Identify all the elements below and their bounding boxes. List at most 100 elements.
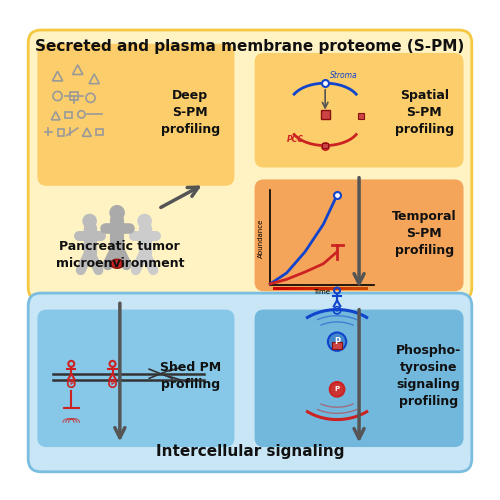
Bar [354, 286, 355, 290]
Bar [292, 286, 294, 290]
Bar [358, 286, 359, 290]
Bar [290, 286, 291, 290]
Bar [287, 286, 288, 290]
Bar [352, 286, 354, 290]
Bar [343, 286, 344, 290]
Text: Temporal
S-PM
profiling: Temporal S-PM profiling [392, 210, 456, 257]
Bar [310, 286, 311, 290]
Bar [349, 286, 350, 290]
Bar [332, 342, 342, 349]
Bar [362, 286, 364, 290]
Bar [352, 286, 353, 290]
Bar [276, 286, 278, 290]
Bar [330, 286, 332, 290]
Bar [286, 286, 288, 290]
Bar [326, 286, 328, 290]
Bar [296, 286, 298, 290]
Bar [274, 286, 276, 290]
Text: Time: Time [313, 290, 330, 296]
Text: P: P [334, 337, 340, 346]
FancyBboxPatch shape [254, 310, 464, 447]
Text: P: P [110, 381, 114, 386]
Bar [317, 286, 318, 290]
Bar [280, 286, 281, 290]
FancyBboxPatch shape [28, 293, 472, 472]
Text: P: P [334, 386, 340, 392]
Text: Deep
S-PM
profiling: Deep S-PM profiling [161, 89, 220, 136]
Bar [311, 286, 312, 290]
Bar [320, 286, 322, 290]
Bar [334, 286, 335, 290]
Bar [322, 143, 328, 148]
Bar [306, 286, 308, 290]
Text: Phospho-
tyrosine
signaling
profiling: Phospho- tyrosine signaling profiling [396, 344, 462, 408]
Bar [300, 286, 302, 290]
Bar [302, 286, 303, 290]
Bar [355, 286, 356, 290]
FancyBboxPatch shape [254, 53, 464, 168]
Bar [366, 286, 367, 290]
Bar [344, 286, 346, 290]
Bar [293, 286, 294, 290]
Bar [96, 128, 103, 135]
Bar [348, 286, 350, 290]
FancyBboxPatch shape [38, 44, 234, 186]
Bar [308, 286, 310, 290]
Bar [285, 286, 286, 290]
FancyBboxPatch shape [254, 180, 464, 291]
Bar [322, 286, 323, 290]
Circle shape [110, 205, 125, 220]
Bar [291, 286, 292, 290]
Bar [288, 286, 290, 290]
Bar [350, 286, 352, 290]
Bar [364, 286, 366, 290]
Circle shape [330, 382, 344, 396]
FancyBboxPatch shape [28, 30, 472, 300]
Bar [312, 286, 314, 290]
Bar [328, 286, 329, 290]
Text: Intercellular signaling: Intercellular signaling [156, 444, 344, 459]
Bar [367, 286, 368, 290]
Bar [358, 286, 360, 290]
Bar [282, 286, 284, 290]
Text: Stroma: Stroma [330, 72, 357, 80]
Bar [273, 286, 274, 290]
Bar [341, 286, 342, 290]
FancyBboxPatch shape [38, 310, 234, 447]
Bar [324, 286, 326, 290]
Bar [335, 286, 336, 290]
Text: P: P [70, 381, 73, 386]
Bar [332, 286, 334, 290]
Bar [347, 286, 348, 290]
Bar [360, 286, 361, 290]
Ellipse shape [110, 259, 124, 268]
Bar [302, 286, 304, 290]
Bar [279, 286, 280, 290]
Text: Spatial
S-PM
profiling: Spatial S-PM profiling [394, 89, 454, 136]
Bar [299, 286, 300, 290]
Text: Abundance: Abundance [258, 218, 264, 258]
Bar [320, 110, 330, 119]
Bar [318, 286, 320, 290]
Text: Pancreatic tumor
microenvironment: Pancreatic tumor microenvironment [56, 240, 184, 270]
Bar [356, 286, 358, 290]
Bar [66, 112, 71, 118]
Bar [316, 286, 317, 290]
Bar [284, 286, 285, 290]
Text: Secreted and plasma membrane proteome (S-PM): Secreted and plasma membrane proteome (S… [36, 39, 465, 54]
Bar [278, 286, 279, 290]
Bar [296, 286, 297, 290]
Circle shape [138, 214, 152, 228]
Bar [361, 286, 362, 290]
Bar [329, 286, 330, 290]
Bar [305, 286, 306, 290]
Text: P: P [335, 308, 339, 313]
Bar [323, 286, 324, 290]
Text: PCC: PCC [286, 134, 304, 143]
Text: Shed PM
profiling: Shed PM profiling [160, 362, 221, 392]
Bar [342, 286, 344, 290]
Circle shape [328, 332, 346, 351]
Bar [336, 286, 338, 290]
Bar [346, 286, 347, 290]
Bar [70, 92, 78, 100]
